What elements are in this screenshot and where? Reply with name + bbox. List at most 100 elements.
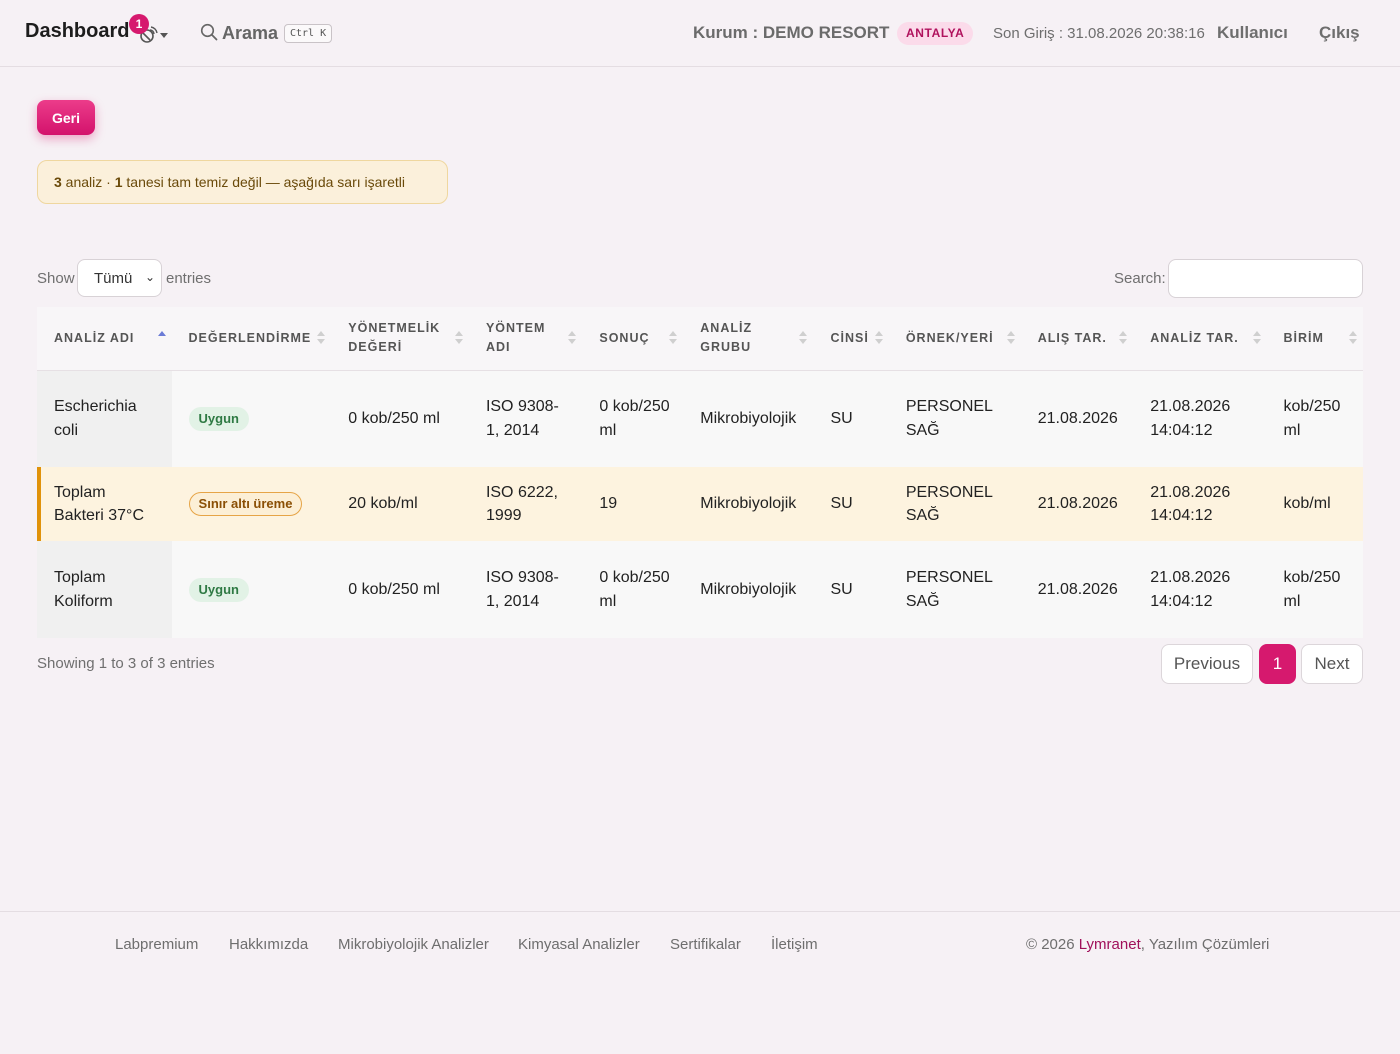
pagination-page-1[interactable]: 1: [1259, 644, 1296, 684]
sort-icon: [568, 331, 577, 345]
dirty-count: 1: [114, 174, 123, 190]
dashboard-link[interactable]: Dashboard: [25, 20, 130, 42]
sort-icon: [1006, 331, 1015, 345]
entries-label: entries: [166, 270, 212, 287]
column-header[interactable]: CİNSİ: [813, 307, 889, 371]
sort-icon: [1252, 331, 1261, 345]
sort-icon: [874, 331, 883, 345]
result-value: 0 kob/250 ml: [599, 398, 670, 439]
method-name: ISO 6222, 1999: [468, 467, 583, 541]
column-header[interactable]: SONUÇ: [582, 307, 684, 371]
footer-link-labpremium[interactable]: Labpremium: [115, 936, 199, 953]
status-badge: Sınır altı üreme: [188, 492, 303, 516]
sort-icon: [454, 331, 463, 345]
show-label: Show: [37, 270, 75, 287]
unit: kob/250 ml: [1283, 398, 1341, 439]
table-search-label: Search:: [1114, 270, 1166, 287]
regulation-value: 0 kob/250 ml: [348, 410, 440, 427]
footer-link-chemistry[interactable]: Kimyasal Analizler: [518, 936, 640, 953]
last-login: Son Giriş : 31.08.2026 20:38:16: [993, 25, 1205, 42]
user-menu-link[interactable]: Kullanıcı: [1217, 23, 1288, 42]
sort-icon: [1119, 331, 1128, 345]
table-row: Toplam Koliform Uygun 0 kob/250 ml ISO 9…: [37, 541, 1363, 638]
notification-count-badge: 1: [129, 14, 149, 34]
chevron-down-icon: ⌄: [144, 270, 155, 284]
table-row: Escherichia coli Uygun 0 kob/250 ml ISO …: [37, 370, 1363, 467]
analysis-group: Mikrobiyolojik: [683, 467, 814, 541]
analysis-date: 21.08.2026 14:04:12: [1133, 467, 1267, 541]
sample-type: SU: [813, 467, 889, 541]
status-badge: Uygun: [188, 406, 249, 431]
result-value: 0 kob/250 ml: [599, 569, 670, 610]
analysis-group: Mikrobiyolojik: [700, 410, 797, 427]
sample-location: PERSONEL SAĞ: [905, 569, 993, 610]
column-header[interactable]: BİRİM: [1266, 307, 1363, 371]
notification-button[interactable]: 1: [129, 14, 159, 46]
footer-link-certificates[interactable]: Sertifikalar: [670, 936, 741, 953]
search-icon[interactable]: [200, 23, 218, 41]
received-date: 21.08.2026: [1037, 580, 1118, 598]
column-header[interactable]: ALIŞ TAR.: [1020, 307, 1134, 371]
table-search-input[interactable]: [1168, 259, 1363, 298]
column-header[interactable]: ÖRNEK/YERİ: [888, 307, 1021, 371]
table-header-row: ANALİZ ADI DEĞERLENDİRME YÖNETMELİK DEĞE…: [37, 307, 1363, 371]
search-button[interactable]: Arama: [222, 23, 279, 43]
column-header[interactable]: YÖNTEM ADI: [468, 307, 583, 371]
institution-name: Kurum : DEMO RESORT: [693, 23, 890, 42]
city-badge: ANTALYA: [897, 22, 974, 45]
analysis-name: Toplam Bakteri 37°C: [37, 467, 172, 541]
column-header[interactable]: ANALİZ GRUBU: [683, 307, 814, 371]
sample-type: SU: [830, 410, 853, 427]
analysis-summary-notice: 3 analiz · 1 tanesi tam temiz değil — aş…: [37, 160, 448, 204]
footer-link-about[interactable]: Hakkımızda: [229, 936, 309, 953]
column-header[interactable]: ANALİZ ADI: [37, 307, 172, 371]
company-link[interactable]: Lymranet: [1078, 936, 1141, 953]
pagination-next[interactable]: Next: [1301, 644, 1363, 684]
status-badge: Uygun: [188, 577, 249, 602]
analysis-name: Toplam Koliform: [37, 541, 172, 638]
sort-icon: [669, 331, 678, 345]
page-length-value: Tümü: [94, 270, 133, 287]
regulation-value: 0 kob/250 ml: [348, 580, 440, 598]
regulation-value: 20 kob/ml: [331, 467, 469, 541]
method-name: ISO 9308-1, 2014: [485, 398, 559, 439]
copyright: © 2026 Lymranet, Yazılım Çözümleri: [1026, 936, 1270, 953]
evaluation-cell: Uygun: [172, 541, 332, 638]
evaluation-cell: Sınır altı üreme: [171, 467, 332, 541]
analysis-name: Escherichia coli: [37, 370, 172, 467]
back-button[interactable]: Geri: [37, 100, 95, 135]
analysis-group: Mikrobiyolojik: [700, 580, 797, 598]
column-header[interactable]: YÖNETMELİK DEĞERİ: [331, 307, 469, 371]
logout-link[interactable]: Çıkış: [1319, 23, 1360, 42]
page-length-select[interactable]: Tümü ⌄: [77, 259, 162, 297]
column-header[interactable]: DEĞERLENDİRME: [171, 307, 332, 371]
analysis-count: 3: [54, 174, 62, 190]
sort-icon: [799, 331, 808, 345]
sort-icon: [1349, 331, 1357, 345]
evaluation-cell: Uygun: [172, 370, 332, 467]
notice-text-b: tanesi tam temiz değil — aşağıda sarı iş…: [122, 174, 405, 190]
chevron-down-icon[interactable]: [160, 33, 168, 38]
received-date: 21.08.2026: [1020, 467, 1134, 541]
page-footer: Labpremium Hakkımızda Mikrobiyolojik Ana…: [0, 911, 1400, 1054]
unit: kob/ml: [1266, 467, 1363, 541]
analysis-table: ANALİZ ADI DEĞERLENDİRME YÖNETMELİK DEĞE…: [37, 307, 1363, 638]
search-shortcut-hint: Ctrl K: [284, 24, 333, 43]
table-info: Showing 1 to 3 of 3 entries: [37, 655, 215, 672]
sample-location: PERSONEL SAĞ: [905, 398, 993, 439]
result-value: 19: [582, 467, 684, 541]
footer-link-contact[interactable]: İletişim: [771, 936, 818, 953]
sort-ascending-icon: [157, 331, 166, 345]
pagination-previous[interactable]: Previous: [1161, 644, 1253, 684]
unit: kob/250 ml: [1283, 569, 1341, 610]
analysis-date: 21.08.2026 14:04:12: [1150, 569, 1231, 610]
top-navbar: Dashboard 1 Arama Ctrl K Kurum : DEMO RE…: [0, 0, 1400, 67]
sort-icon: [317, 331, 326, 345]
column-header[interactable]: ANALİZ TAR.: [1133, 307, 1267, 371]
sample-location: PERSONEL SAĞ: [888, 467, 1021, 541]
footer-link-microbiology[interactable]: Mikrobiyolojik Analizler: [338, 936, 489, 953]
method-name: ISO 9308-1, 2014: [485, 569, 559, 610]
table-row: Toplam Bakteri 37°C Sınır altı üreme 20 …: [37, 467, 1363, 541]
notice-text-a: analiz ·: [61, 174, 115, 190]
received-date: 21.08.2026: [1037, 410, 1118, 427]
